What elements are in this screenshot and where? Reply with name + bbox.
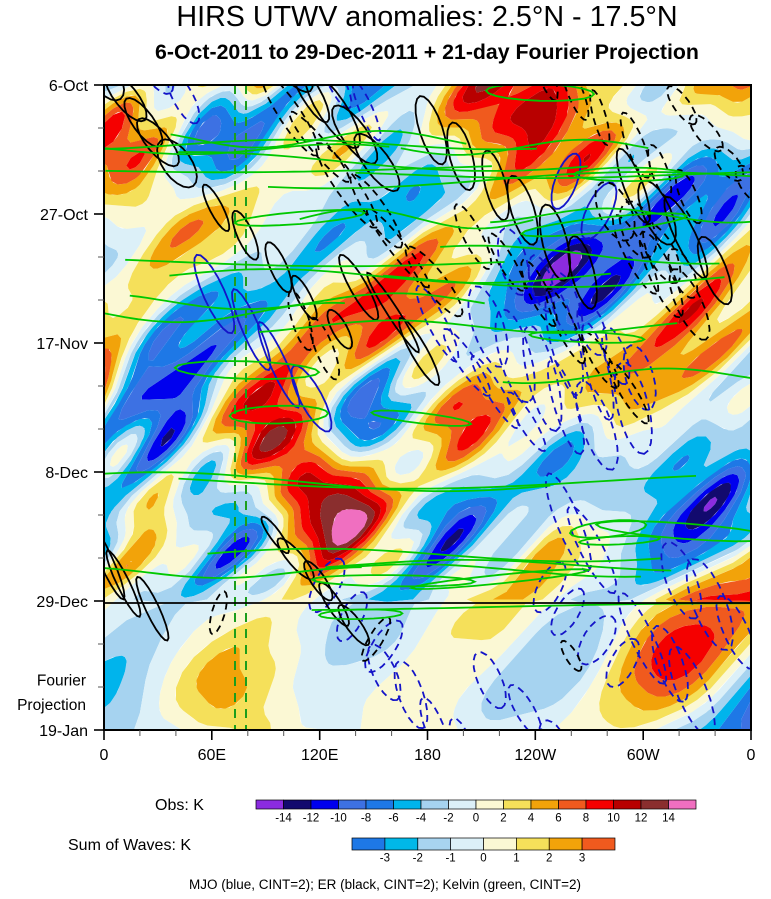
svg-text:4: 4 — [528, 813, 535, 825]
svg-text:Obs: K: Obs: K — [155, 797, 204, 814]
svg-text:HIRS UTWV anomalies: 2.5°N - 1: HIRS UTWV anomalies: 2.5°N - 17.5°N — [176, 1, 677, 33]
svg-text:17-Nov: 17-Nov — [36, 336, 88, 353]
svg-text:10: 10 — [607, 813, 620, 825]
svg-text:6-Oct-2011 to 29-Dec-2011 + 21: 6-Oct-2011 to 29-Dec-2011 + 21-day Fouri… — [155, 40, 699, 64]
svg-text:60W: 60W — [627, 747, 661, 764]
svg-text:14: 14 — [662, 813, 675, 825]
svg-text:0: 0 — [100, 747, 109, 764]
svg-text:MJO (blue, CINT=2); ER (black,: MJO (blue, CINT=2); ER (black, CINT=2); … — [189, 877, 581, 892]
svg-text:8: 8 — [583, 813, 589, 825]
svg-text:120E: 120E — [301, 747, 338, 764]
svg-text:19-Jan: 19-Jan — [39, 723, 88, 740]
svg-text:180: 180 — [414, 747, 441, 764]
svg-text:Fourier: Fourier — [37, 673, 86, 690]
svg-text:3: 3 — [579, 853, 585, 865]
svg-text:27-Oct: 27-Oct — [40, 207, 89, 224]
svg-text:0: 0 — [480, 853, 486, 865]
svg-text:-8: -8 — [361, 813, 371, 825]
svg-text:6-Oct: 6-Oct — [49, 78, 89, 95]
svg-text:12: 12 — [635, 813, 648, 825]
svg-text:-1: -1 — [445, 853, 455, 865]
svg-text:-4: -4 — [416, 813, 427, 825]
svg-text:-10: -10 — [330, 813, 347, 825]
svg-text:-2: -2 — [413, 853, 423, 865]
svg-text:0: 0 — [747, 747, 756, 764]
svg-text:29-Dec: 29-Dec — [36, 594, 88, 611]
svg-text:60E: 60E — [198, 747, 226, 764]
svg-text:2: 2 — [546, 853, 552, 865]
svg-text:Sum of Waves: K: Sum of Waves: K — [68, 837, 191, 854]
svg-text:-6: -6 — [388, 813, 398, 825]
svg-text:0: 0 — [473, 813, 479, 825]
svg-text:-2: -2 — [443, 813, 453, 825]
svg-text:2: 2 — [500, 813, 506, 825]
svg-text:6: 6 — [555, 813, 561, 825]
svg-text:-3: -3 — [380, 853, 390, 865]
svg-text:Projection: Projection — [17, 697, 86, 714]
svg-text:-12: -12 — [303, 813, 320, 825]
svg-text:1: 1 — [513, 853, 519, 865]
svg-text:-14: -14 — [275, 813, 292, 825]
svg-text:120W: 120W — [514, 747, 557, 764]
svg-text:8-Dec: 8-Dec — [45, 465, 88, 482]
